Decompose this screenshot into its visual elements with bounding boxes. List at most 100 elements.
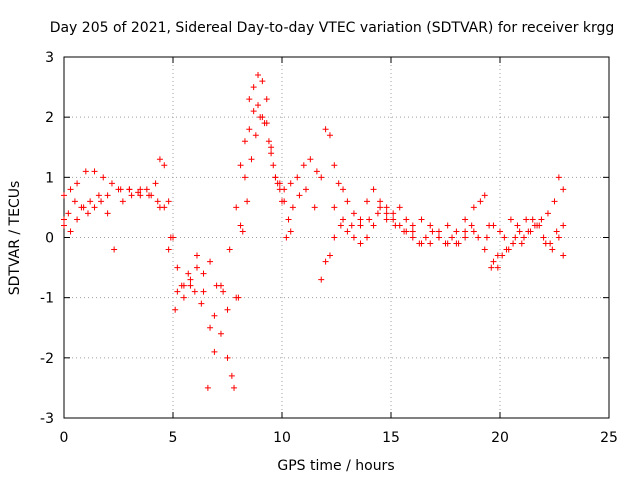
data-point [322,126,329,133]
data-point [503,246,510,253]
data-point [422,234,429,241]
data-point [172,306,179,313]
data-point [435,234,442,241]
data-point [307,156,314,163]
data-point [418,216,425,223]
data-point [527,228,534,235]
y-tick-label: -1 [40,291,54,307]
data-point [544,210,551,217]
data-point [540,234,547,241]
data-point [392,222,399,229]
data-point [396,204,403,211]
x-tick-label: 0 [60,430,69,446]
x-tick-label: 5 [169,430,178,446]
data-point [555,234,562,241]
data-point [337,222,344,229]
data-point [427,222,434,229]
data-point [248,156,255,163]
data-point [340,186,347,193]
data-point [453,228,460,235]
data-point [200,270,207,277]
data-point [156,204,163,211]
data-point [143,186,150,193]
data-point [137,192,144,199]
data-point [268,144,275,151]
data-point [257,114,264,121]
data-point [263,96,270,103]
data-point [453,240,460,247]
data-point [115,186,122,193]
series-1 [61,72,320,295]
data-point [401,228,408,235]
data-point [250,84,257,91]
data-point [497,228,503,235]
data-point [65,210,72,217]
axis-ticks: 0 5 10 15 20 25 -3 -2 -1 0 1 2 3 [40,50,618,446]
y-axis-label: SDTVAR / TECUs [7,181,23,296]
data-point [510,240,517,247]
data-point [488,264,495,271]
data-point [370,186,377,193]
data-point [100,174,107,181]
data-point [494,264,501,271]
data-point [244,198,251,205]
y-tick-label: -3 [40,411,54,427]
data-point [126,186,133,193]
data-point [74,180,81,187]
x-tick-label: 15 [382,430,400,446]
data-point [494,252,501,259]
data-point [137,186,144,193]
data-point [241,174,248,181]
data-point [91,204,98,211]
data-point [322,258,329,265]
data-point [350,234,357,241]
data-point [289,204,296,211]
data-point [272,174,279,181]
data-point [383,216,390,223]
data-point [128,192,135,199]
data-point [276,186,283,193]
data-point [302,186,309,193]
data-point [287,180,294,187]
data-point [344,198,351,205]
data-point [148,192,155,199]
data-point [104,192,111,199]
data-point [444,240,451,247]
data-point [207,258,214,265]
data-point [61,192,67,199]
data-point [311,204,318,211]
data-point [231,384,238,391]
data-point [512,234,519,241]
data-point [555,174,562,181]
data-point [180,294,187,301]
data-point [477,198,484,205]
data-point [200,288,207,295]
data-point [462,234,469,241]
series-3 [61,114,294,391]
data-point [470,228,477,235]
data-point [462,216,469,223]
data-point [152,180,159,187]
data-point [87,198,94,205]
data-point [364,234,371,241]
data-point [318,174,325,181]
x-axis-label: GPS time / hours [277,458,394,474]
data-point [507,216,514,223]
data-point [228,372,235,379]
data-point [71,198,78,205]
data-point [536,222,543,229]
data-point [167,234,174,241]
data-point [344,228,351,235]
data-point [348,222,355,229]
data-point [191,288,198,295]
series-7 [481,174,567,271]
data-point [261,120,268,127]
data-point [255,72,262,79]
data-point [185,270,192,277]
data-point [154,198,161,205]
data-point [390,216,397,223]
data-point [265,138,272,145]
data-point [82,168,89,175]
data-point [211,312,218,319]
data-point [300,162,307,169]
